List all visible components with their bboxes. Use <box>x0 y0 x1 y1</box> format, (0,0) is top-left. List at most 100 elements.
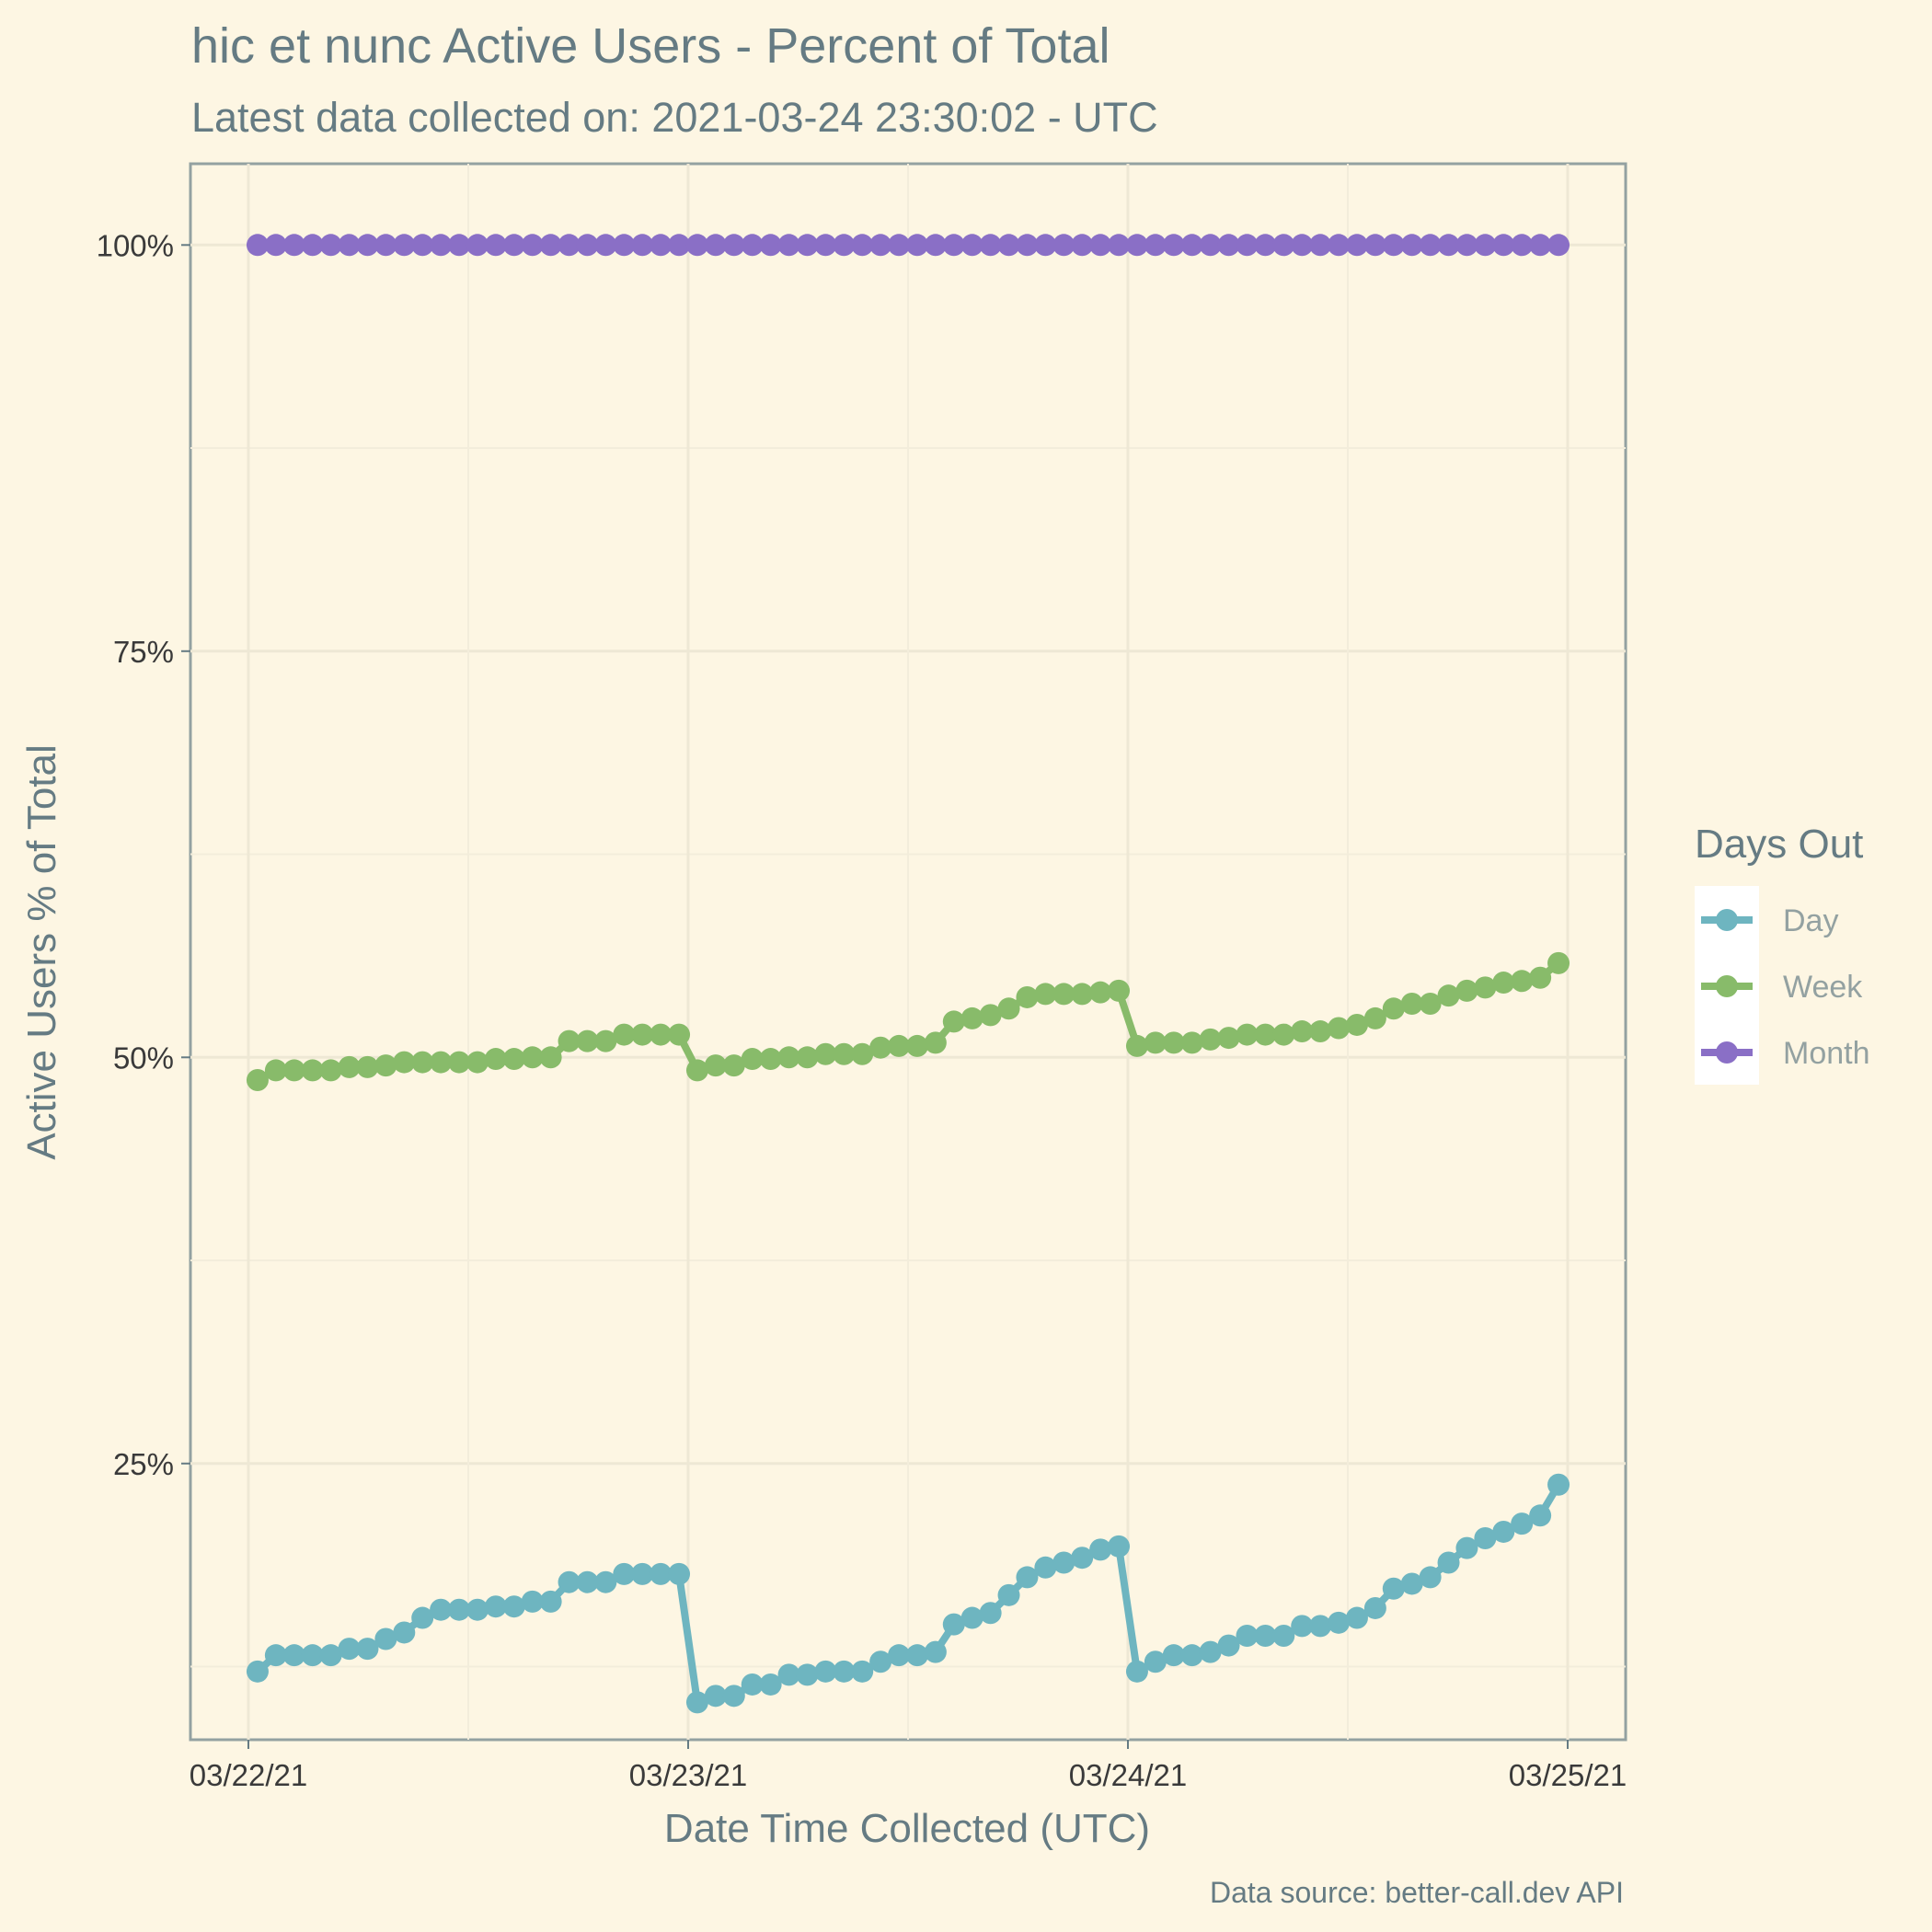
week-point <box>1437 984 1460 1007</box>
week-point <box>1272 1023 1295 1046</box>
month-point <box>1492 234 1515 257</box>
month-point <box>668 234 691 257</box>
y-tick-label: 25% <box>113 1447 174 1481</box>
month-point <box>1272 234 1295 257</box>
month-point <box>1400 234 1423 257</box>
grid-lines <box>190 164 1626 1740</box>
day-point <box>1345 1606 1368 1629</box>
day-point <box>558 1570 581 1593</box>
legend-dot-week <box>1716 975 1738 997</box>
day-point <box>1529 1504 1552 1527</box>
month-point <box>997 234 1020 257</box>
week-point <box>668 1023 691 1046</box>
month-point <box>722 234 745 257</box>
month-point <box>1108 234 1131 257</box>
day-point <box>1400 1572 1423 1595</box>
month-point <box>246 234 269 257</box>
day-point <box>1180 1644 1203 1667</box>
day-point <box>796 1663 819 1686</box>
month-point <box>979 234 1002 257</box>
month-point <box>1144 234 1167 257</box>
month-point <box>1016 234 1039 257</box>
week-point <box>685 1059 708 1082</box>
day-point <box>759 1673 782 1696</box>
month-point <box>1363 234 1386 257</box>
day-point <box>741 1673 764 1696</box>
y-tick-label: 75% <box>113 635 174 669</box>
week-point <box>1052 983 1075 1006</box>
day-point <box>1455 1536 1478 1559</box>
month-point <box>1089 234 1112 257</box>
week-point <box>777 1046 800 1069</box>
week-point <box>411 1051 434 1074</box>
month-point <box>374 234 397 257</box>
legend-label-day: Day <box>1783 903 1838 938</box>
week-point <box>1309 1020 1332 1043</box>
day-point <box>430 1598 453 1621</box>
day-point <box>814 1660 837 1683</box>
day-point <box>1162 1644 1185 1667</box>
day-point <box>1291 1615 1314 1638</box>
day-point <box>264 1644 287 1667</box>
month-point <box>650 234 673 257</box>
week-point <box>942 1010 965 1033</box>
week-point <box>1199 1028 1222 1051</box>
series-layer <box>246 234 1570 1714</box>
month-point <box>1309 234 1332 257</box>
month-point <box>851 234 874 257</box>
week-point <box>1016 985 1039 1008</box>
week-point <box>722 1054 745 1077</box>
week-point <box>1328 1017 1351 1040</box>
day-point <box>411 1606 434 1629</box>
month-point <box>1474 234 1497 257</box>
week-point <box>851 1042 874 1065</box>
month-point <box>924 234 947 257</box>
week-point <box>905 1034 928 1057</box>
day-point <box>942 1613 965 1636</box>
chart-title: hic et nunc Active Users - Percent of To… <box>191 18 1110 74</box>
month-point <box>282 234 305 257</box>
week-point <box>631 1023 654 1046</box>
y-tick-label: 100% <box>97 228 174 262</box>
week-point <box>246 1069 269 1092</box>
day-point <box>1071 1547 1094 1570</box>
week-point <box>1529 966 1552 989</box>
month-point <box>1217 234 1240 257</box>
week-point <box>1254 1023 1277 1046</box>
week-point <box>759 1048 782 1071</box>
x-tick-label: 03/23/21 <box>629 1758 747 1792</box>
week-point <box>1180 1031 1203 1054</box>
day-point <box>1547 1473 1570 1496</box>
day-point <box>502 1595 525 1618</box>
week-point <box>282 1059 305 1082</box>
week-point <box>741 1048 764 1071</box>
day-point <box>924 1640 947 1663</box>
y-axis-title: Active Users % of Total <box>19 744 64 1160</box>
week-point <box>558 1029 581 1052</box>
month-point <box>1034 234 1057 257</box>
week-point <box>521 1046 544 1069</box>
month-point <box>777 234 800 257</box>
month-point <box>319 234 342 257</box>
week-point <box>264 1059 287 1082</box>
day-point <box>869 1650 892 1673</box>
month-point <box>814 234 837 257</box>
day-point <box>960 1606 983 1629</box>
month-point <box>631 234 654 257</box>
month-point <box>1437 234 1460 257</box>
week-point <box>796 1046 819 1069</box>
day-point <box>1437 1551 1460 1574</box>
month-point <box>484 234 507 257</box>
week-point <box>814 1042 837 1065</box>
day-point <box>1034 1556 1057 1579</box>
day-point <box>521 1590 544 1613</box>
day-point <box>1236 1624 1259 1647</box>
month-point <box>1052 234 1075 257</box>
day-point <box>1309 1615 1332 1638</box>
day-point <box>1419 1566 1442 1589</box>
day-point <box>338 1638 361 1661</box>
month-point <box>685 234 708 257</box>
month-point <box>539 234 562 257</box>
week-point <box>502 1048 525 1071</box>
